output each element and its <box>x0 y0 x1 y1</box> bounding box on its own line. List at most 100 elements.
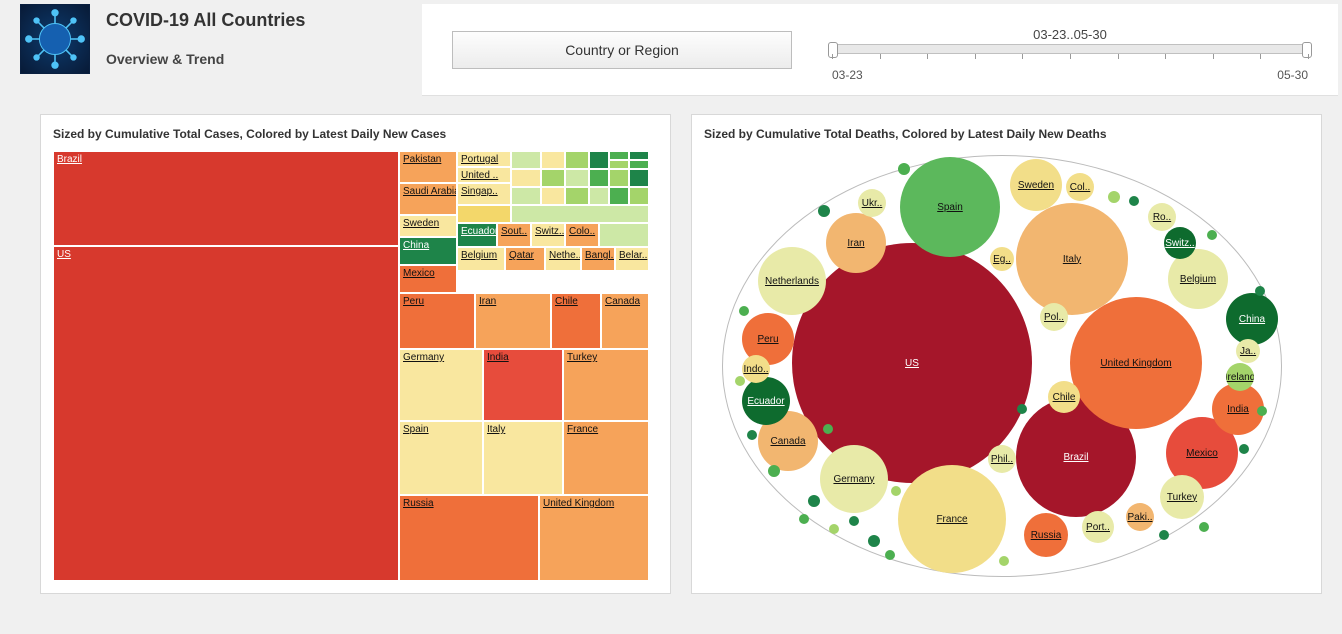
bubble[interactable]: Ukr.. <box>858 189 886 217</box>
treemap-cell[interactable] <box>565 187 589 205</box>
treemap-cell[interactable]: Qatar <box>505 247 545 271</box>
bubble[interactable] <box>1257 406 1267 416</box>
treemap-cell[interactable]: Brazil <box>53 151 399 246</box>
treemap-cell[interactable] <box>565 151 589 169</box>
bubble[interactable]: Eg.. <box>990 247 1014 271</box>
treemap-cell[interactable] <box>609 169 629 187</box>
bubble[interactable]: United Kingdom <box>1070 297 1202 429</box>
bubble[interactable]: Indo.. <box>742 355 770 383</box>
bubble[interactable]: Ecuador <box>742 377 790 425</box>
treemap-cell[interactable] <box>629 169 649 187</box>
bubble[interactable]: China <box>1226 293 1278 345</box>
country-region-selector[interactable]: Country or Region <box>452 31 792 69</box>
slider-track[interactable] <box>832 44 1308 54</box>
treemap-cell[interactable]: France <box>563 421 649 495</box>
treemap-cell[interactable] <box>599 223 649 247</box>
treemap-cell[interactable] <box>541 187 565 205</box>
bubble[interactable]: Ireland <box>1226 363 1254 391</box>
bubble[interactable] <box>891 486 901 496</box>
treemap-cell[interactable] <box>457 205 511 223</box>
treemap-cell[interactable]: Colo.. <box>565 223 599 247</box>
bubble[interactable] <box>768 465 780 477</box>
bubble[interactable] <box>739 306 749 316</box>
bubble[interactable] <box>1199 522 1209 532</box>
treemap-cell[interactable] <box>629 160 649 169</box>
bubble[interactable]: Phil.. <box>988 445 1016 473</box>
bubble[interactable]: Paki.. <box>1126 503 1154 531</box>
treemap-chart[interactable]: BrazilUS PakistanSaudi ArabiaSwedenChinaM… <box>53 151 649 581</box>
bubble[interactable] <box>735 376 745 386</box>
bubble[interactable] <box>823 424 833 434</box>
treemap-cell[interactable]: Pakistan <box>399 151 457 183</box>
treemap-cell[interactable] <box>589 187 609 205</box>
treemap-cell[interactable]: India <box>483 349 563 421</box>
treemap-cell[interactable] <box>511 169 541 187</box>
treemap-cell[interactable]: Germany <box>399 349 483 421</box>
bubble[interactable] <box>799 514 809 524</box>
treemap-cell[interactable]: Saudi Arabia <box>399 183 457 215</box>
treemap-cell[interactable]: Nethe.. <box>545 247 581 271</box>
treemap-cell[interactable] <box>629 187 649 205</box>
treemap-cell[interactable] <box>511 205 649 223</box>
bubble[interactable] <box>999 556 1009 566</box>
bubble[interactable]: Ro.. <box>1148 203 1176 231</box>
treemap-cell[interactable]: US <box>53 246 399 581</box>
bubble[interactable]: Germany <box>820 445 888 513</box>
treemap-cell[interactable]: Italy <box>483 421 563 495</box>
treemap-cell[interactable] <box>609 151 629 160</box>
bubble[interactable]: Col.. <box>1066 173 1094 201</box>
bubble[interactable] <box>849 516 859 526</box>
bubble[interactable]: Port.. <box>1082 511 1114 543</box>
bubble[interactable]: Sweden <box>1010 159 1062 211</box>
bubble[interactable] <box>868 535 880 547</box>
bubble[interactable] <box>1159 530 1169 540</box>
treemap-cell[interactable]: Iran <box>475 293 551 349</box>
treemap-cell[interactable]: United .. <box>457 167 511 183</box>
bubble[interactable]: Netherlands <box>758 247 826 315</box>
bubble[interactable]: France <box>898 465 1006 573</box>
bubble[interactable]: Pol.. <box>1040 303 1068 331</box>
treemap-cell[interactable]: Sweden <box>399 215 457 237</box>
bubble[interactable] <box>818 205 830 217</box>
bubble[interactable]: Iran <box>826 213 886 273</box>
bubble[interactable]: Italy <box>1016 203 1128 315</box>
bubble[interactable]: Switz.. <box>1164 227 1196 259</box>
treemap-cell[interactable]: Ecuador <box>457 223 497 247</box>
bubble[interactable] <box>747 430 757 440</box>
bubble[interactable]: Spain <box>900 157 1000 257</box>
bubble[interactable] <box>1129 196 1139 206</box>
bubbles-chart[interactable]: USBrazilUnited KingdomItalySpainFranceMe… <box>704 151 1300 581</box>
treemap-cell[interactable] <box>565 169 589 187</box>
treemap-cell[interactable]: Turkey <box>563 349 649 421</box>
treemap-cell[interactable]: Spain <box>399 421 483 495</box>
treemap-cell[interactable] <box>511 151 541 169</box>
treemap-cell[interactable]: Mexico <box>399 265 457 293</box>
bubble[interactable] <box>898 163 910 175</box>
bubble[interactable]: Ja.. <box>1236 339 1260 363</box>
treemap-cell[interactable]: Switz.. <box>531 223 565 247</box>
treemap-cell[interactable] <box>589 169 609 187</box>
treemap-cell[interactable]: Belgium <box>457 247 505 271</box>
treemap-cell[interactable]: China <box>399 237 457 265</box>
treemap-cell[interactable] <box>609 187 629 205</box>
bubble[interactable] <box>1239 444 1249 454</box>
bubble[interactable]: Russia <box>1024 513 1068 557</box>
treemap-cell[interactable] <box>589 151 609 169</box>
bubble[interactable] <box>1255 286 1265 296</box>
treemap-cell[interactable]: Russia <box>399 495 539 581</box>
treemap-cell[interactable]: Belar.. <box>615 247 649 271</box>
bubble[interactable] <box>885 550 895 560</box>
treemap-cell[interactable]: Chile <box>551 293 601 349</box>
bubble[interactable] <box>808 495 820 507</box>
date-range-slider[interactable]: 03-23..05-30 03-23 05-30 <box>832 17 1308 82</box>
treemap-cell[interactable]: Peru <box>399 293 475 349</box>
bubble[interactable] <box>829 524 839 534</box>
treemap-cell[interactable]: Singap.. <box>457 183 511 205</box>
treemap-cell[interactable] <box>511 187 541 205</box>
treemap-cell[interactable] <box>609 160 629 169</box>
bubble[interactable] <box>1108 191 1120 203</box>
bubble[interactable]: Chile <box>1048 381 1080 413</box>
treemap-cell[interactable]: Bangl.. <box>581 247 615 271</box>
treemap-cell[interactable]: Canada <box>601 293 649 349</box>
treemap-cell[interactable]: United Kingdom <box>539 495 649 581</box>
